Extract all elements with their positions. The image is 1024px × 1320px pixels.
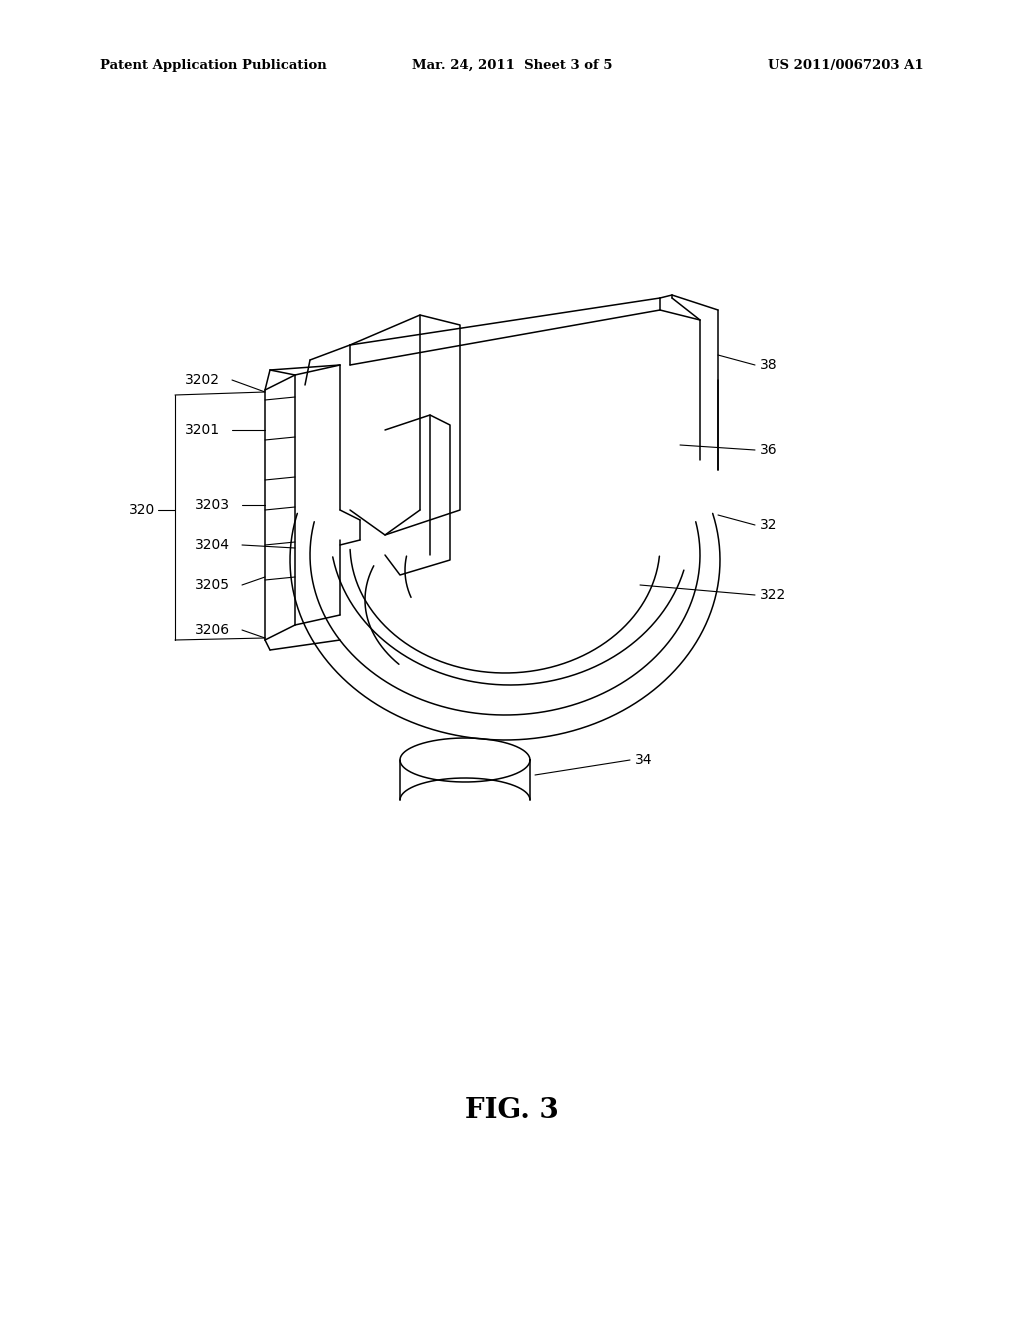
- Text: 3202: 3202: [185, 374, 220, 387]
- Text: 3204: 3204: [195, 539, 230, 552]
- Text: 320: 320: [129, 503, 155, 517]
- Text: 3205: 3205: [195, 578, 230, 591]
- Text: 322: 322: [760, 587, 786, 602]
- Text: FIG. 3: FIG. 3: [465, 1097, 559, 1123]
- Text: Patent Application Publication: Patent Application Publication: [100, 58, 327, 71]
- Text: 3203: 3203: [195, 498, 230, 512]
- Text: 36: 36: [760, 444, 777, 457]
- Text: 3206: 3206: [195, 623, 230, 638]
- Text: 34: 34: [635, 752, 652, 767]
- Text: 32: 32: [760, 517, 777, 532]
- Text: 3201: 3201: [185, 422, 220, 437]
- Text: US 2011/0067203 A1: US 2011/0067203 A1: [768, 58, 924, 71]
- Text: Mar. 24, 2011  Sheet 3 of 5: Mar. 24, 2011 Sheet 3 of 5: [412, 58, 612, 71]
- Text: 38: 38: [760, 358, 777, 372]
